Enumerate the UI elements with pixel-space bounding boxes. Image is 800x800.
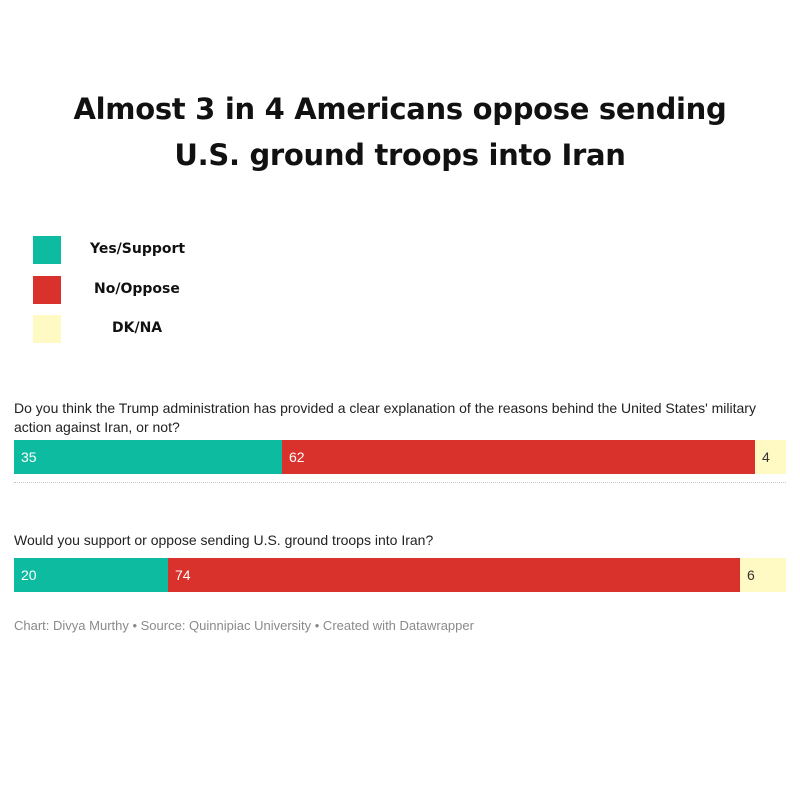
bar-value-label-yes-support: 20 [21, 567, 37, 583]
bar-value-label-no-oppose: 74 [175, 567, 191, 583]
legend-swatch-yes-support [33, 236, 61, 264]
row-divider [14, 482, 786, 483]
legend-swatch-dk-na [33, 315, 61, 343]
chart-title-line-1: Almost 3 in 4 Americans oppose sending [73, 92, 727, 126]
bar-segment-no-oppose [168, 558, 740, 592]
bar-value-label-dk-na: 6 [747, 567, 755, 583]
bar-segment-no-oppose [282, 440, 755, 474]
legend-swatch-no-oppose [33, 276, 61, 304]
bar-value-label-yes-support: 35 [21, 449, 37, 465]
bar-segment-dk-na [755, 440, 786, 474]
legend-label-dk-na: DK/NA [112, 320, 163, 336]
question-2: Would you support or oppose sending U.S.… [14, 532, 434, 548]
question-1: Do you think the Trump administration ha… [14, 400, 756, 435]
legend-item-no-oppose: No/Oppose [33, 276, 333, 304]
legend-item-yes-support: Yes/Support [33, 236, 333, 264]
chart-footer: Chart: Divya Murthy • Source: Quinnipiac… [14, 618, 474, 633]
chart-title: Almost 3 in 4 Americans oppose sending U… [0, 86, 800, 178]
bar-segment-yes-support [14, 558, 168, 592]
legend-item-dk-na: DK/NA [33, 315, 333, 343]
legend-label-yes-support: Yes/Support [90, 241, 186, 257]
bar-value-label-dk-na: 4 [762, 449, 770, 465]
legend-label-no-oppose: No/Oppose [94, 281, 180, 297]
chart-title-line-2: U.S. ground troops into Iran [174, 138, 626, 172]
bar-row-1: 35 62 4 [14, 440, 786, 474]
bar-value-label-no-oppose: 62 [289, 449, 305, 465]
bar-segment-yes-support [14, 440, 282, 474]
bar-row-2: 20 74 6 [14, 558, 786, 592]
bar-segment-dk-na [740, 558, 786, 592]
